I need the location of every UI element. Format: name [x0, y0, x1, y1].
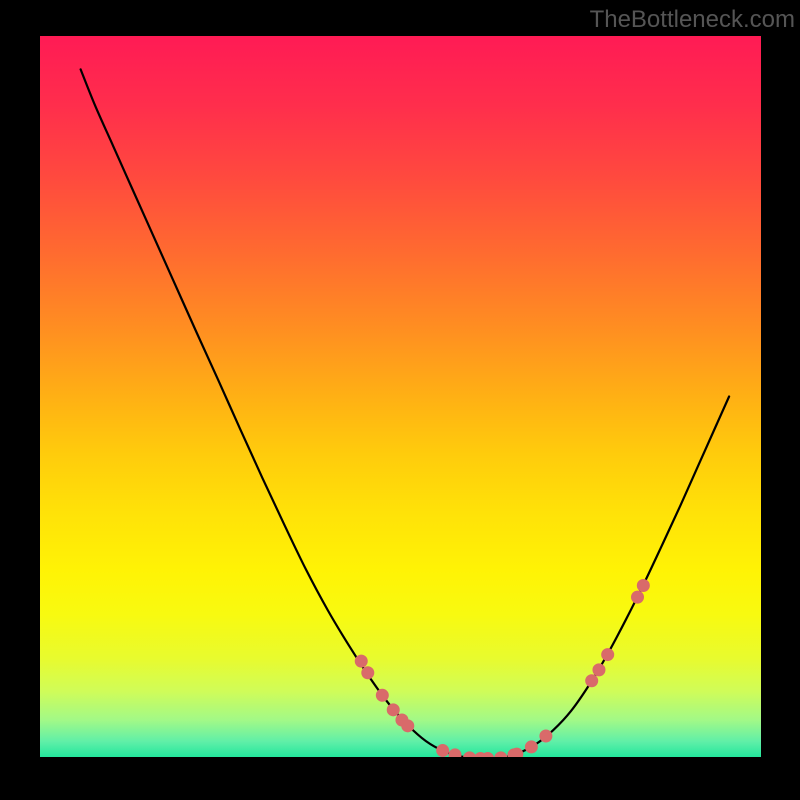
marker-point — [387, 704, 399, 716]
marker-point — [540, 730, 552, 742]
marker-point — [525, 741, 537, 753]
marker-point — [362, 667, 374, 679]
marker-point — [355, 655, 367, 667]
marker-point — [376, 689, 388, 701]
stage: TheBottleneck.com — [0, 0, 800, 800]
marker-point — [632, 591, 644, 603]
watermark-text: TheBottleneck.com — [590, 6, 795, 34]
marker-point — [593, 664, 605, 676]
marker-point — [437, 745, 449, 757]
marker-point — [637, 580, 649, 592]
plot-area — [37, 33, 764, 760]
marker-point — [602, 649, 614, 661]
marker-point — [402, 720, 414, 732]
marker-point — [586, 675, 598, 687]
gradient-background — [37, 33, 764, 760]
chart-svg — [37, 33, 764, 760]
